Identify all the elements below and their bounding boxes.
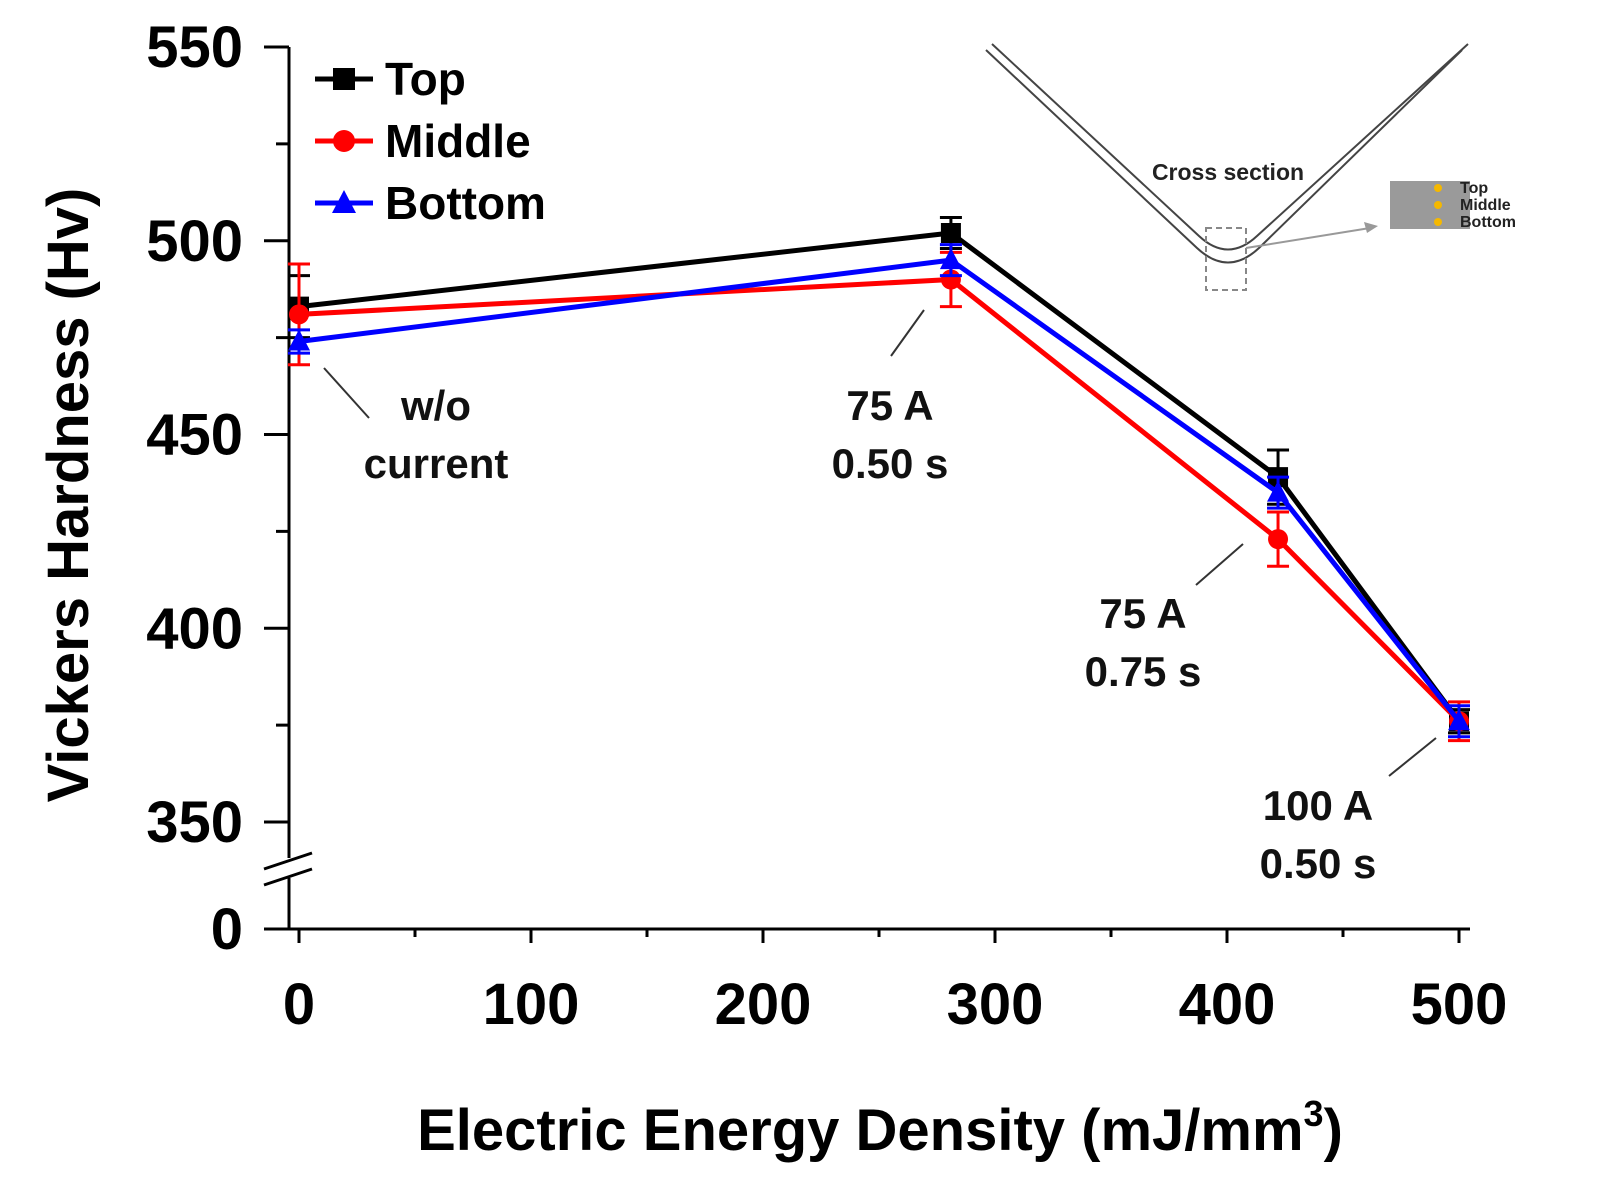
x-tick-label: 400 — [1179, 972, 1276, 1037]
ticks: 350 400 450 500 550 00 100 200 300 400 500 — [146, 15, 1507, 1037]
inset-measure-point — [1434, 184, 1442, 192]
inset-label-middle: Middle — [1460, 197, 1511, 214]
legend-label-top: Top — [385, 53, 466, 105]
annotation-line-2: 0.75 s — [1085, 648, 1202, 695]
x-axis-title: Electric Energy Density (mJ/mm3) — [417, 1093, 1343, 1163]
legend-marker-middle — [333, 130, 355, 152]
legend-marker-bottom — [332, 190, 356, 213]
series-layer — [288, 216, 1470, 743]
annotation-line-2: 0.50 s — [1260, 840, 1377, 887]
x-tick-label: 0 — [283, 972, 315, 1037]
y-tick-label: 450 — [146, 403, 243, 468]
axes — [263, 47, 1470, 931]
annotation-line-1: 100 A — [1263, 782, 1374, 829]
data-point-bottom — [288, 329, 310, 351]
inset-label-bottom: Bottom — [1460, 214, 1516, 231]
annotation-leader-line — [1195, 543, 1244, 586]
annotation-line-1: 75 A — [846, 382, 933, 429]
data-point-middle — [1268, 529, 1289, 550]
legend: Top Middle Bottom — [315, 53, 546, 229]
data-point-top — [940, 223, 961, 243]
legend-label-middle: Middle — [385, 115, 531, 167]
inset-selection-box — [1205, 227, 1247, 291]
annotation-line-1: 75 A — [1099, 590, 1186, 637]
x-tick-label: 200 — [715, 972, 812, 1037]
inset-title: Cross section — [1152, 159, 1304, 185]
x-axis-title-main: Electric Energy Density (mJ/mm — [417, 1098, 1303, 1163]
x-axis-title-close: ) — [1324, 1098, 1343, 1163]
x-tick-label: 500 — [1411, 972, 1508, 1037]
annotation-leader-line — [323, 367, 370, 419]
annotation-line-2: current — [364, 440, 509, 487]
annotation-line-2: 0.50 s — [832, 440, 949, 487]
inset-measure-point — [1434, 201, 1442, 209]
axis-break-mark-1 — [263, 851, 313, 871]
annotation-line-1: w/o — [400, 382, 471, 429]
inset-sample-block — [1390, 181, 1470, 229]
y-tick-label: 400 — [146, 596, 243, 661]
legend-marker-top — [333, 68, 355, 90]
y-tick-label: 550 — [146, 15, 243, 80]
inset-measure-point — [1434, 218, 1442, 226]
annotation-0: w/o current — [323, 367, 509, 487]
series-line-bottom — [298, 257, 1461, 723]
inset-outer-edge — [985, 49, 1463, 264]
annotation-1: 75 A 0.50 s — [832, 309, 949, 487]
data-point-middle — [289, 304, 309, 325]
data-point-bottom — [1448, 709, 1470, 731]
data-point-bottom — [1267, 480, 1290, 502]
y-tick-label: 350 — [146, 790, 243, 855]
series-bottom — [288, 243, 1470, 739]
x-axis-title-superscript: 3 — [1304, 1093, 1324, 1134]
x-tick-label: 100 — [483, 972, 580, 1037]
inset-label-top: Top — [1460, 180, 1488, 197]
inset-pointer-arrowhead — [1364, 222, 1378, 233]
annotation-2: 75 A 0.75 s — [1085, 543, 1244, 695]
inset-pointer-line — [1245, 227, 1371, 249]
data-point-bottom — [939, 248, 962, 270]
series-line-middle — [298, 277, 1461, 724]
annotation-leader-line — [890, 309, 925, 357]
y-tick-label: 500 — [146, 209, 243, 274]
x-tick-label: 300 — [947, 972, 1044, 1037]
y-axis-title: Vickers Hardness (Hv) — [36, 188, 101, 803]
y-tick-label-zero: 0 — [211, 897, 243, 962]
axis-break-mark-2 — [263, 867, 313, 887]
annotation-3: 100 A 0.50 s — [1260, 737, 1437, 887]
legend-label-bottom: Bottom — [385, 177, 546, 229]
annotations: w/o current 75 A 0.50 s 75 A 0.75 s 100 A 0.50 … — [323, 309, 1437, 887]
annotation-leader-line — [1388, 737, 1437, 777]
series-line-top — [298, 230, 1462, 723]
inset-inner-edge — [991, 43, 1469, 251]
